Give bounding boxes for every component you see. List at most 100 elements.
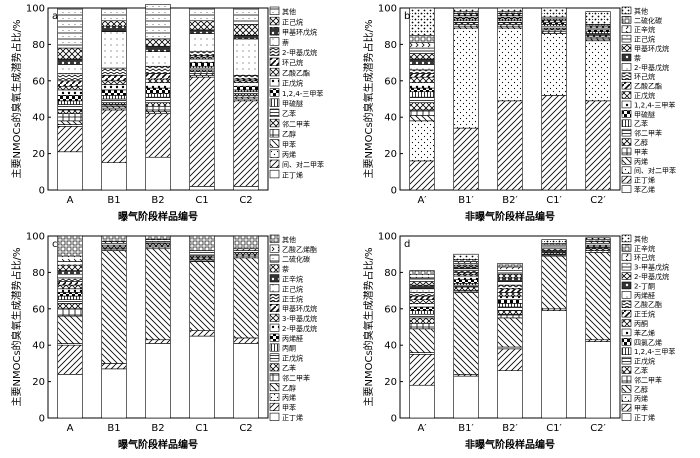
bar-segment xyxy=(453,279,479,284)
legend-swatch xyxy=(269,363,280,372)
bar-segment xyxy=(57,126,83,153)
legend-label: 甲苯 xyxy=(634,147,648,156)
legend-label: 环己烷 xyxy=(282,58,303,67)
legend-swatch xyxy=(269,402,280,411)
x-tick-label: C2′ xyxy=(590,423,606,434)
y-tick-label: 100 xyxy=(378,232,397,243)
legend-swatch xyxy=(621,100,632,109)
legend-swatch xyxy=(269,393,280,402)
bar-segment xyxy=(101,162,127,191)
bar-segment xyxy=(233,85,259,91)
bar-segment xyxy=(145,248,171,341)
x-tick-label: C1′ xyxy=(546,423,562,434)
legend-label: 邻二甲苯 xyxy=(282,119,310,128)
legend-label: 其他 xyxy=(634,6,648,15)
legend-label: 正辛烷 xyxy=(634,25,655,34)
y-tick-label: 100 xyxy=(378,4,397,15)
legend-label: 正丁烯 xyxy=(282,413,303,422)
legend-swatch xyxy=(269,108,280,117)
legend-label: 3-甲基戊烷 xyxy=(282,314,317,323)
legend-label: 乙醇 xyxy=(282,383,296,392)
bar-segment xyxy=(101,75,127,82)
legend-label: 正戊烷 xyxy=(634,91,655,100)
bar-segment xyxy=(145,235,171,240)
bar-segment xyxy=(585,341,611,419)
legend-label: 3-甲基戊烷 xyxy=(634,263,669,272)
legend-label: 正己烷 xyxy=(282,284,303,293)
bar-segment xyxy=(409,270,435,275)
bar-segment xyxy=(145,105,171,111)
bar-segment xyxy=(409,384,435,419)
bar-segment xyxy=(409,317,435,324)
x-tick-label: A xyxy=(67,195,74,206)
legend-label: 萘 xyxy=(634,53,641,62)
bar-segment xyxy=(233,7,259,25)
y-tick-label: 60 xyxy=(384,76,397,87)
bar-segment xyxy=(101,7,127,22)
legend-label: 乙苯 xyxy=(282,109,296,118)
bar-segment xyxy=(233,38,259,76)
legend-swatch xyxy=(621,338,632,346)
legend-label: 丙烯醛 xyxy=(282,334,303,343)
bar-segment xyxy=(57,58,83,65)
x-tick-label: C1′ xyxy=(546,195,562,206)
legend-swatch xyxy=(621,166,632,175)
bar-segment xyxy=(101,89,127,96)
y-axis-label: 主要NMOCs的臭氧生成潜势占比/% xyxy=(10,247,23,406)
bar-segment xyxy=(101,235,127,242)
bar-segment xyxy=(409,303,435,308)
legend-label: 丙烯 xyxy=(634,157,648,166)
bar-segment xyxy=(57,255,83,262)
legend-swatch xyxy=(269,129,280,138)
y-tick-label: 60 xyxy=(32,76,45,87)
legend-label: 甲苯 xyxy=(282,140,296,149)
legend-label: 其他 xyxy=(282,7,296,16)
bar-segment xyxy=(409,288,435,293)
bar-segment xyxy=(453,27,479,129)
legend-label: 正戊烷 xyxy=(282,79,303,88)
legend-swatch xyxy=(269,333,280,342)
x-tick-label: B1′ xyxy=(458,423,474,434)
bar-segment xyxy=(409,42,435,49)
x-tick-label: A′ xyxy=(417,423,427,434)
bar-segment xyxy=(145,156,171,191)
legend-label: 2-甲基戊烷 xyxy=(634,272,669,281)
bar-segment xyxy=(57,308,83,317)
panel-label: b xyxy=(404,11,410,22)
bar-segment xyxy=(409,160,435,191)
bar-segment xyxy=(497,277,523,282)
y-tick-label: 60 xyxy=(32,304,45,315)
legend-label: 丙烯醛 xyxy=(634,291,655,300)
legend-label: 乙酸乙酯 xyxy=(634,300,662,309)
legend-swatch xyxy=(269,6,280,15)
bar-segment xyxy=(541,95,567,191)
bar-segment xyxy=(409,69,435,74)
legend-swatch xyxy=(621,291,632,299)
bar-segment xyxy=(101,31,127,69)
legend-swatch xyxy=(269,47,280,56)
legend-swatch xyxy=(621,300,632,308)
legend-swatch xyxy=(621,253,632,262)
bar-segment xyxy=(497,292,523,297)
bar-segment xyxy=(541,310,567,419)
bar-segment xyxy=(57,277,83,282)
legend-label: 环己烷 xyxy=(634,253,655,262)
x-axis-label: 曝气阶段样品编号 xyxy=(118,438,198,451)
legend-label: 正辛烷 xyxy=(282,274,303,283)
bar-segment xyxy=(145,339,171,344)
bar-segment xyxy=(57,80,83,87)
bar-segment xyxy=(57,85,83,91)
bar-segment xyxy=(57,151,83,191)
x-axis-label: 非曝气阶段样品编号 xyxy=(465,210,555,223)
bar-segment xyxy=(497,262,523,268)
legend-label: 乙酸乙烯酯 xyxy=(282,245,317,254)
bar-segment xyxy=(145,51,171,67)
bar-segment xyxy=(145,45,171,52)
bar-segment xyxy=(57,109,83,114)
legend-swatch xyxy=(621,413,632,421)
legend-swatch xyxy=(269,88,280,97)
legend-label: 甲硫醚 xyxy=(282,99,303,108)
legend-label: 正己烷 xyxy=(634,35,655,44)
legend-swatch xyxy=(621,328,632,337)
